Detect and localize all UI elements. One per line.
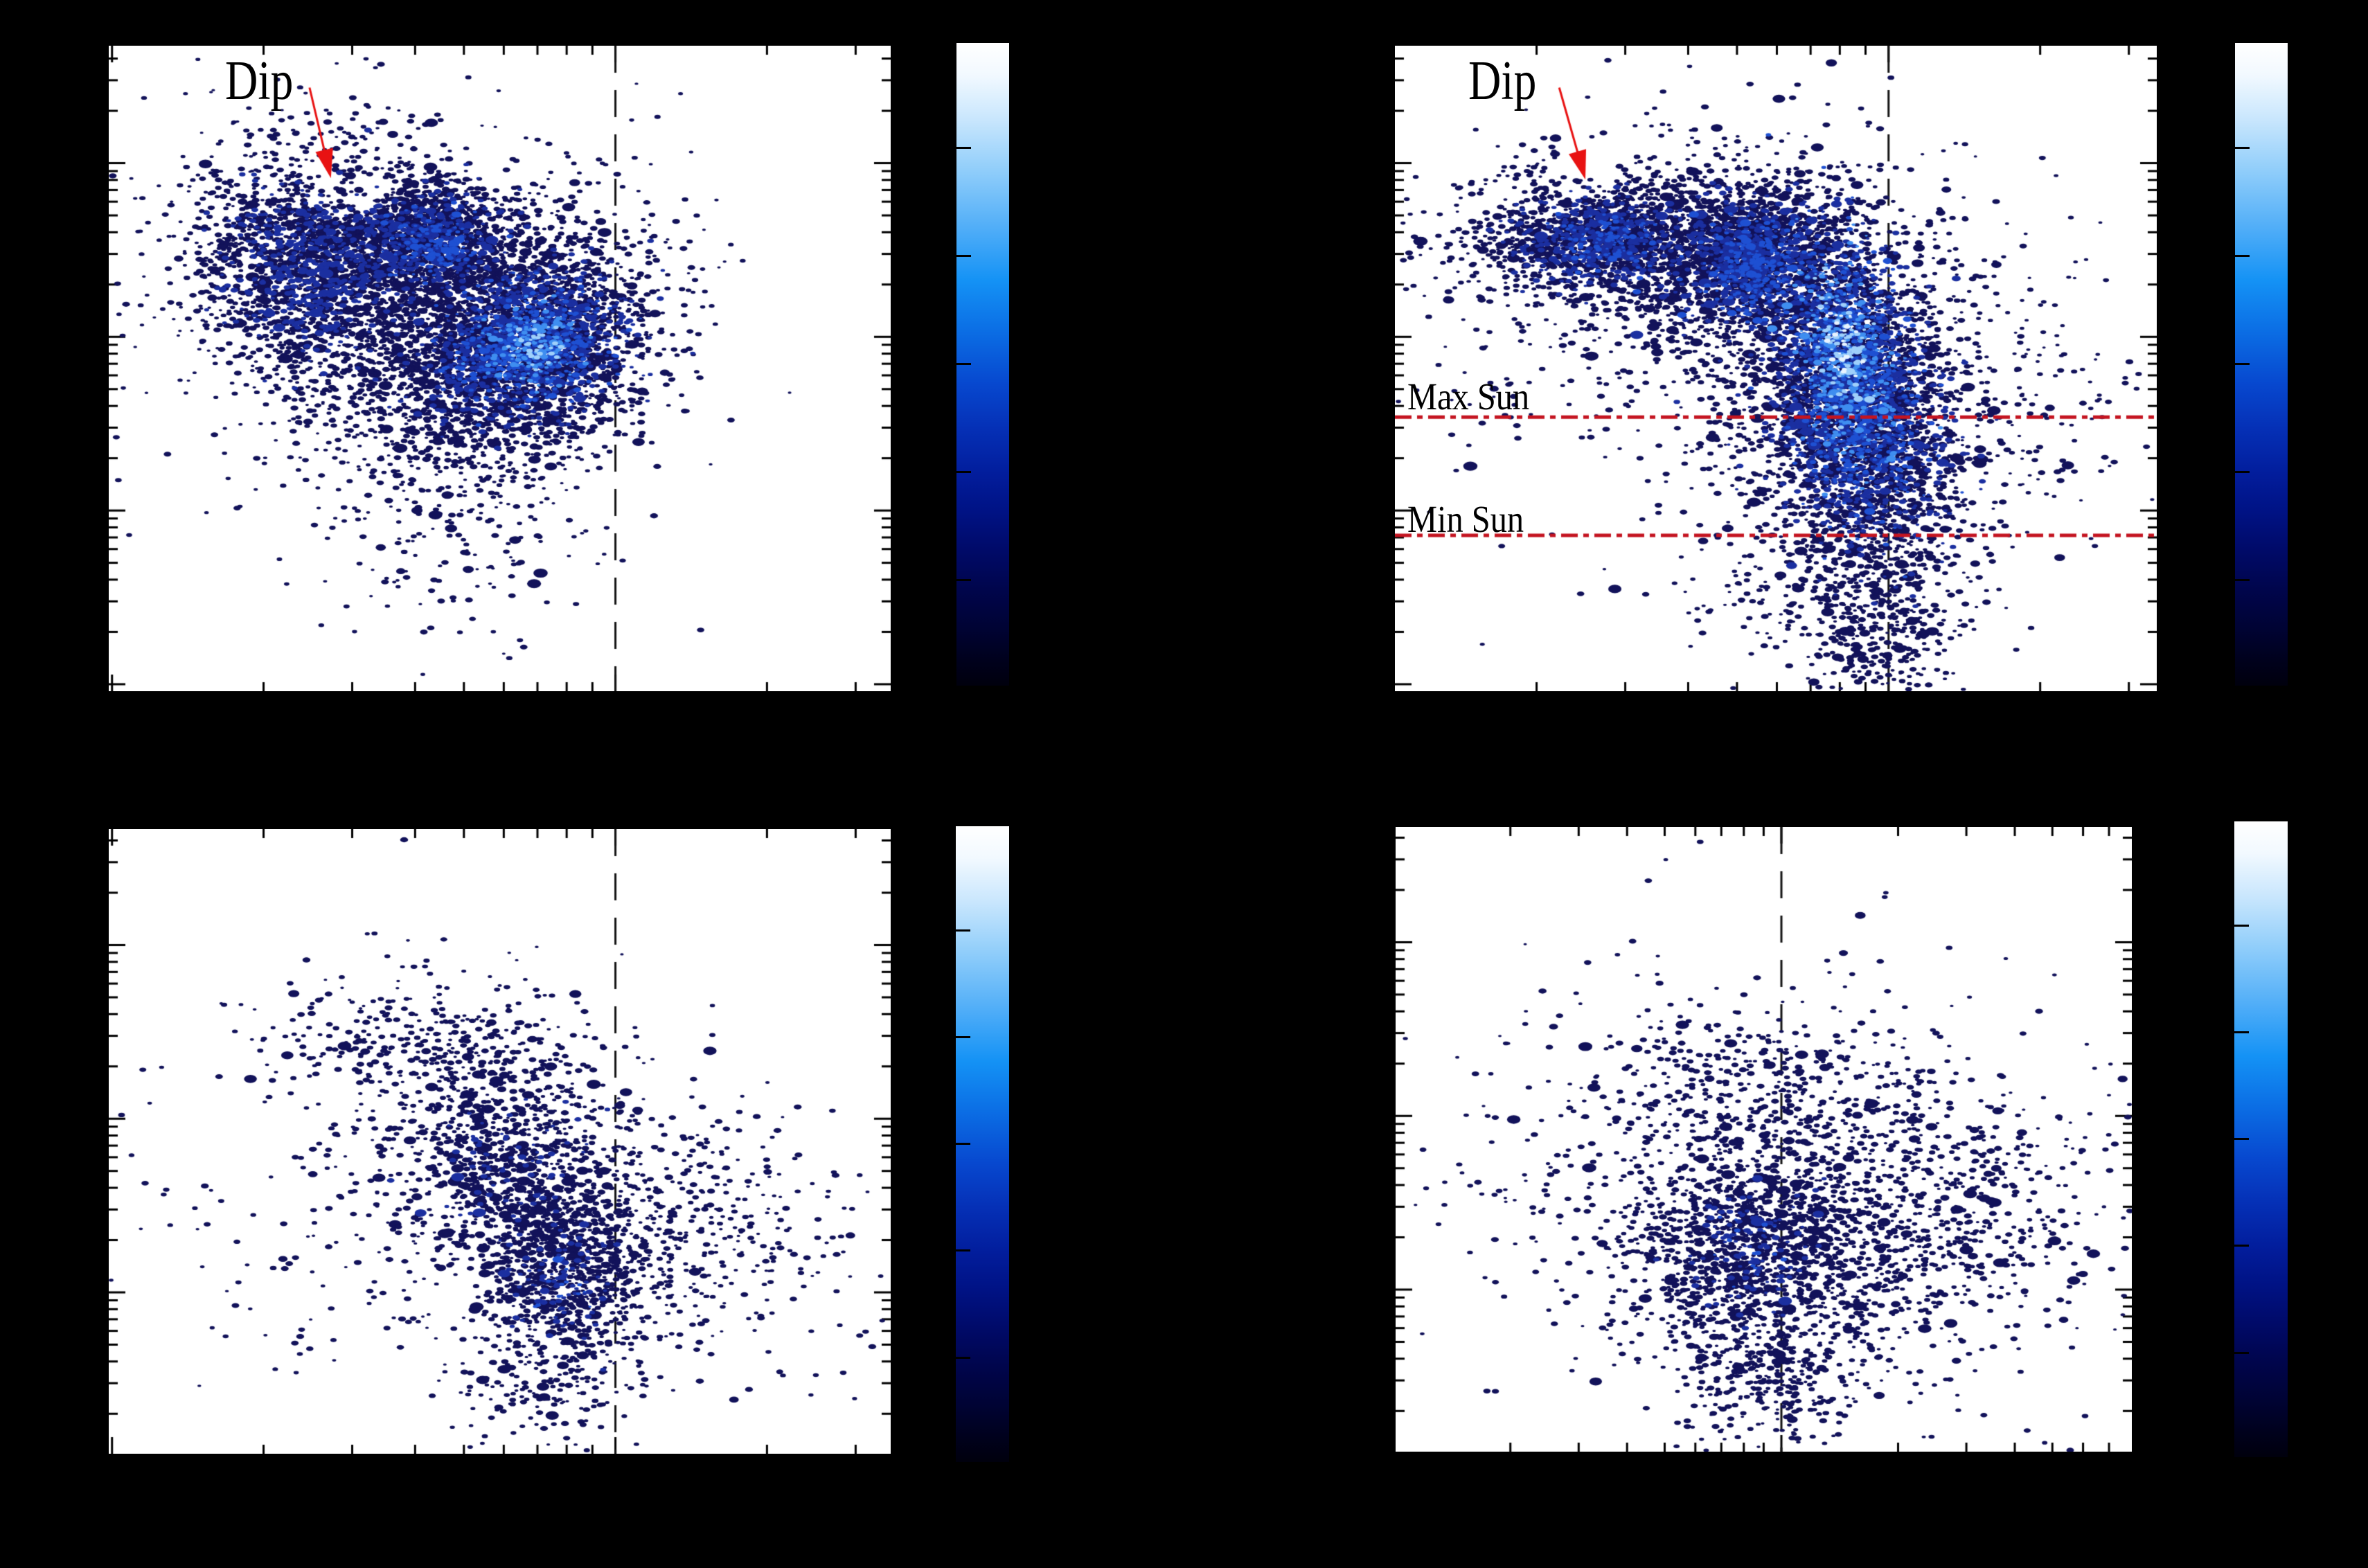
- scatter-canvas-top-right: [1395, 46, 2157, 691]
- colorbar-tick: [956, 1356, 970, 1359]
- colorbar-tick: [2234, 1031, 2249, 1033]
- colorbar-tick: [2235, 147, 2250, 150]
- colorbar-tick: [956, 929, 970, 932]
- panel-bottom-left: [106, 826, 893, 1456]
- colorbar-tick: [2234, 924, 2249, 927]
- colorbar-tick: [2235, 363, 2250, 366]
- colorbar-tick: [2235, 578, 2250, 581]
- colorbar-tick: [2234, 1138, 2249, 1141]
- colorbar-top-left: [956, 43, 1009, 686]
- colorbar-tick: [956, 1143, 970, 1146]
- colorbar-bottom-right: [2234, 821, 2288, 1457]
- colorbar-tick: [956, 147, 971, 150]
- colorbar-top-right: [2235, 43, 2288, 686]
- colorbar-tick: [956, 1035, 970, 1038]
- colorbar-tick: [956, 578, 971, 581]
- panel-top-left: Dip: [106, 43, 893, 694]
- scatter-canvas-top-left: [109, 46, 891, 691]
- colorbar-tick: [2234, 1351, 2249, 1354]
- colorbar-tick: [2234, 1245, 2249, 1247]
- colorbar-tick: [2235, 255, 2250, 258]
- annotation-dip-label: Dip: [1468, 51, 1537, 112]
- colorbar-tick: [956, 471, 971, 474]
- colorbar-tick: [956, 255, 971, 258]
- annotation-min-sun-label: Min Sun: [1407, 498, 1524, 540]
- colorbar-tick: [956, 1249, 970, 1252]
- annotation-dip-label: Dip: [225, 51, 294, 112]
- scatter-canvas-bottom-right: [1396, 827, 2132, 1452]
- panel-top-right: Dip Max Sun Min Sun: [1392, 43, 2160, 694]
- colorbar-tick: [2235, 471, 2250, 474]
- panel-bottom-right: [1393, 824, 2135, 1454]
- colorbar-tick: [956, 363, 971, 366]
- colorbar-bottom-left: [956, 826, 1009, 1462]
- annotation-max-sun-label: Max Sun: [1407, 375, 1530, 418]
- scatter-canvas-bottom-left: [109, 829, 891, 1454]
